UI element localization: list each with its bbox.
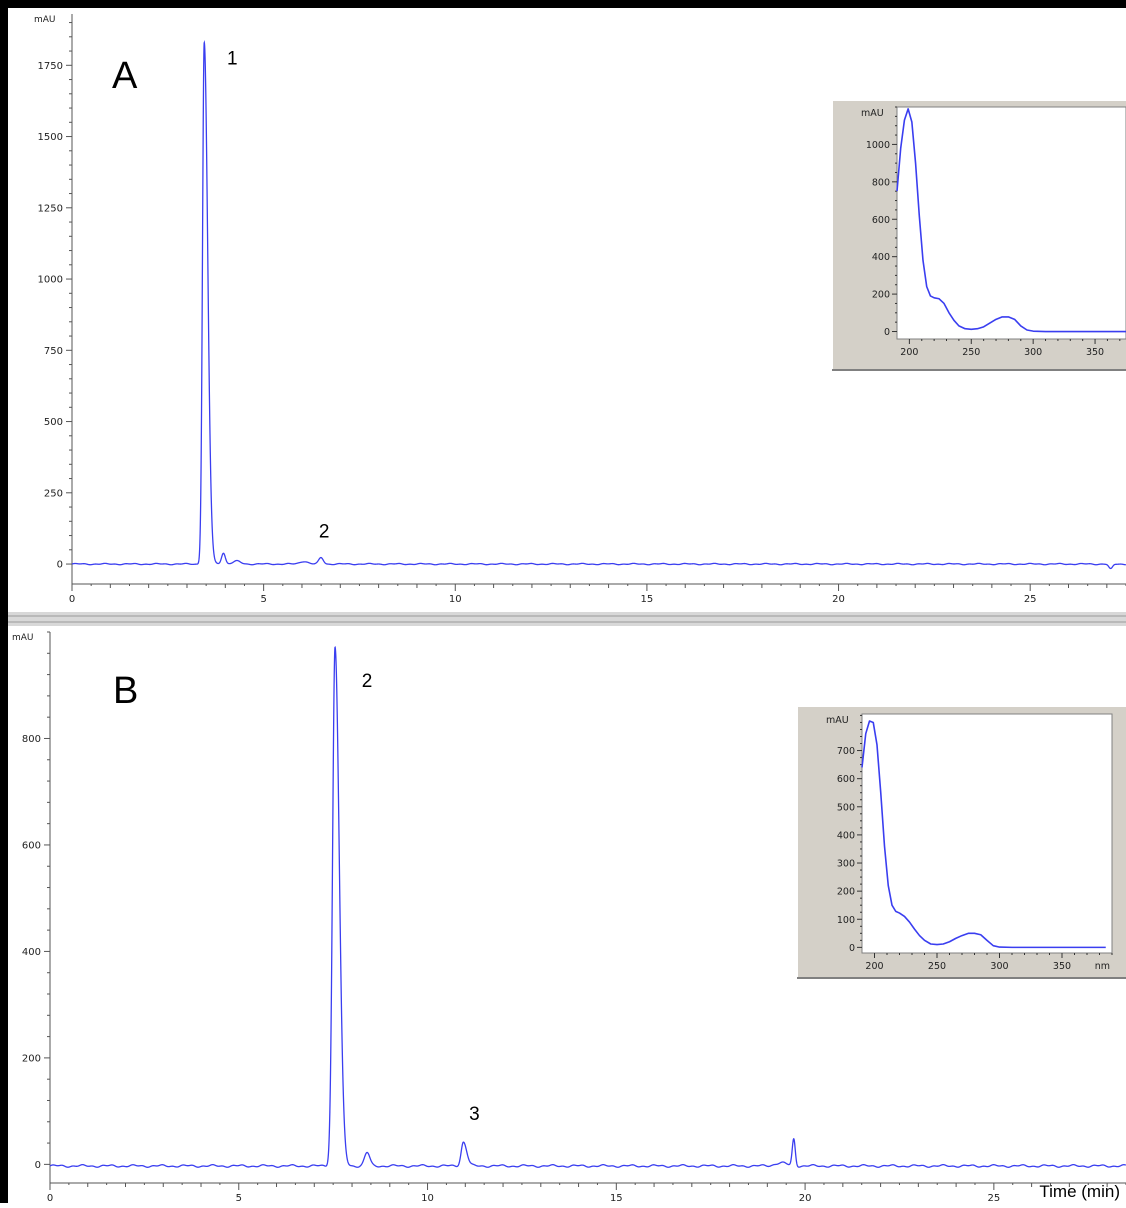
y-tick-label: 1250 [38,203,63,214]
inset-y-tick-label: 600 [837,774,855,785]
x-axis-title: Time (min) [1039,1182,1120,1201]
inset-y-tick-label: 800 [872,177,890,188]
inset-y-tick-label: 0 [849,943,855,954]
y-tick-label: 1500 [38,132,63,143]
inset-x-tick-label: 300 [990,961,1008,972]
x-tick-label: 25 [987,1193,1000,1203]
inset-x-tick-label: 350 [1053,961,1071,972]
peak-label: 2 [362,671,373,692]
uv-spectrum-inset: mAU 0 100 200 300 400 500 600 700 200 250 300 350 nm [796,705,1126,979]
chromatogram-trace [49,645,1126,1168]
chromatogram-trace [71,40,1126,570]
y-tick-label: 0 [35,1160,41,1171]
y-tick-label: 400 [22,947,41,958]
x-tick-label: 5 [236,1193,242,1203]
y-tick-label: 500 [44,417,63,428]
x-tick-label: 15 [610,1193,623,1203]
inset-y-unit-label: mAU [826,715,849,726]
peak-label: 3 [469,1104,480,1125]
x-tick-label: 5 [260,594,266,605]
inset-y-tick-label: 700 [837,746,855,757]
y-axis-unit-label: mAU [34,15,56,25]
y-tick-label: 1750 [38,61,63,72]
inset-y-tick-label: 200 [837,887,855,898]
inset-y-tick-label: 600 [872,215,890,226]
panel-separator [8,612,1126,626]
inset-x-tick-label: 250 [928,961,946,972]
x-tick-label: 0 [47,1193,53,1203]
inset-x-tick-label: 350 [1086,347,1104,358]
inset-plot-area [896,106,1126,340]
x-tick-label: 10 [449,594,462,605]
y-tick-label: 250 [44,488,63,499]
x-tick-label: 15 [641,594,654,605]
inset-y-tick-label: 500 [837,802,855,813]
inset-y-unit-label: mAU [861,108,884,119]
x-tick-label: 20 [832,594,845,605]
y-tick-label: 1000 [38,275,63,286]
x-tick-label: 25 [1024,594,1037,605]
y-tick-label: 200 [22,1053,41,1064]
inset-y-tick-label: 400 [837,830,855,841]
panel-label: A [112,55,138,97]
top-border [0,0,1126,8]
inset-y-tick-label: 300 [837,859,855,870]
y-tick-label: 800 [22,734,41,745]
inset-x-tick-label: 300 [1024,347,1042,358]
peak-label: 1 [227,48,238,69]
peak-label: 2 [319,522,330,543]
panel-b: mAU 0 200 400 600 800 0 5 10 15 20 25 B 2 3 mAU 0 100 200 3… [8,626,1126,1204]
inset-y-tick-label: 200 [872,290,890,301]
y-tick-label: 750 [44,346,63,357]
inset-y-tick-label: 0 [884,327,890,338]
inset-x-tick-label: 200 [900,347,918,358]
y-tick-label: 0 [57,560,63,571]
panel-label: B [113,670,138,712]
inset-plot-area [861,713,1113,954]
x-tick-label: 10 [421,1193,434,1203]
inset-x-tick-label: 250 [962,347,980,358]
inset-y-tick-label: 1000 [866,140,890,151]
x-tick-label: 20 [799,1193,812,1203]
inset-x-tick-label: 200 [865,961,883,972]
x-tick-label: 0 [69,594,75,605]
inset-y-tick-label: 100 [837,915,855,926]
y-tick-label: 600 [22,840,41,851]
uv-spectrum-inset: mAU 0 200 400 600 800 1000 200 250 300 350 [831,99,1126,371]
y-axis-unit-label: mAU [12,633,34,643]
inset-y-tick-label: 400 [872,252,890,263]
inset-x-unit-label: nm [1095,961,1110,972]
uv-spectrum-trace [861,720,1106,949]
uv-spectrum-trace [896,108,1126,333]
left-border [0,0,8,1203]
